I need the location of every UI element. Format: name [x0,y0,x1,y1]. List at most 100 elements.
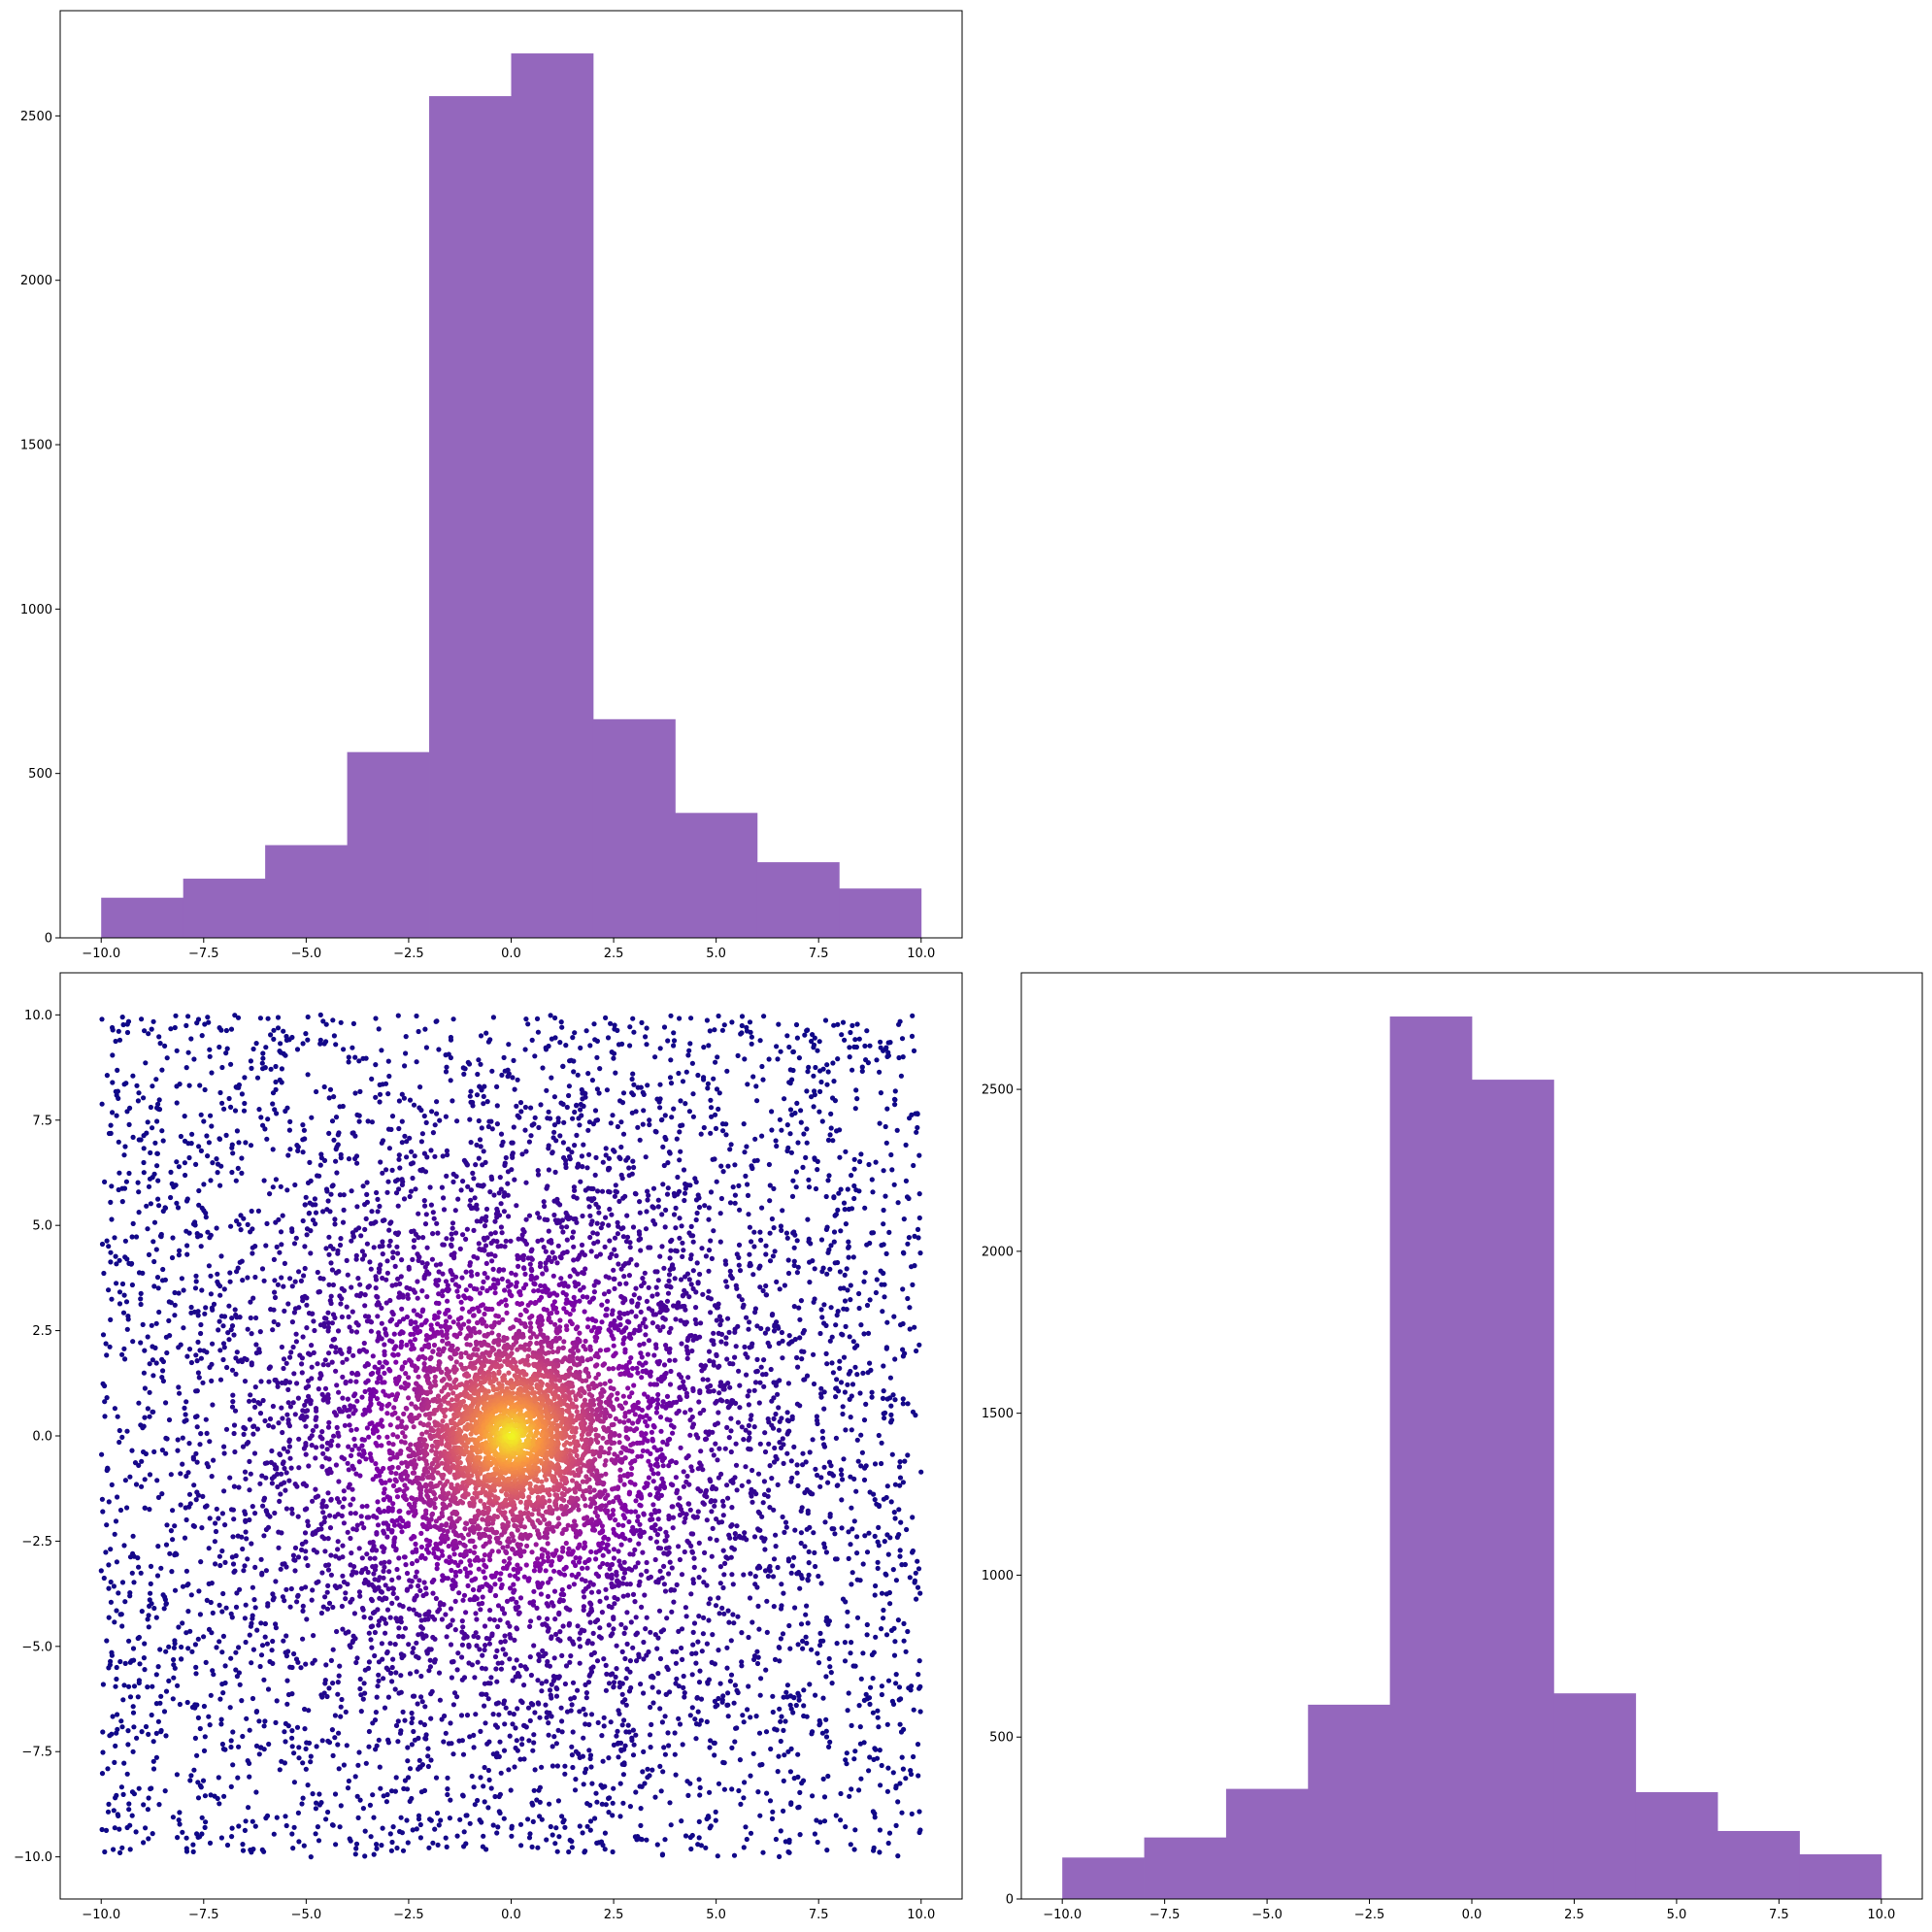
scatter-point [897,1721,903,1727]
scatter-point [842,1272,848,1278]
scatter-point [768,1366,774,1373]
scatter-point [689,1060,696,1066]
scatter-point [630,1092,637,1098]
scatter-point [411,1245,416,1250]
scatter-point [650,1767,655,1773]
scatter-point [327,1086,334,1092]
scatter-point [546,1109,551,1115]
scatter-point [526,1738,532,1744]
scatter-point [485,1039,491,1045]
scatter-point [192,1735,198,1741]
scatter-point [693,1320,699,1326]
scatter-point [114,1792,119,1798]
scatter-point [843,1323,849,1329]
scatter-point [234,1218,240,1224]
scatter-point [581,1782,586,1787]
scatter-point [611,1683,616,1689]
scatter-point [362,1202,368,1208]
scatter-point [778,1828,783,1834]
scatter-point [492,1653,499,1660]
scatter-point [110,1027,116,1033]
scatter-point [888,1419,894,1425]
scatter-point [794,1401,801,1407]
scatter-point [108,1599,114,1605]
scatter-point [618,1266,624,1272]
scatter-point [551,1734,557,1740]
scatter-point [475,1659,481,1665]
scatter-point [811,1104,816,1110]
scatter-point [304,1408,311,1414]
scatter-point [620,1772,627,1778]
scatter-point [653,1284,659,1290]
scatter-point [706,1043,712,1049]
scatter-point [881,1496,887,1502]
scatter-point [813,1692,818,1698]
scatter-point [510,1721,516,1727]
scatter-point [448,1642,454,1648]
scatter-point [402,1063,408,1069]
scatter-point [266,1741,272,1748]
scatter-point [329,1183,335,1189]
scatter-point [700,1631,707,1637]
scatter-point [454,1667,460,1673]
scatter-point [168,1300,174,1306]
scatter-point [185,1582,191,1587]
scatter-point [850,1663,856,1669]
scatter-point [248,1392,253,1398]
scatter-point [727,1200,734,1206]
scatter-point [514,1738,519,1744]
scatter-point [597,1066,603,1072]
scatter-point [652,1054,658,1060]
scatter-point [885,1551,891,1557]
scatter-point [775,1769,781,1775]
scatter-point [154,1150,160,1156]
scatter-point [130,1704,136,1710]
scatter-point [134,1735,140,1741]
scatter-point [559,1652,565,1658]
scatter-point [786,1622,792,1629]
scatter-point [688,1233,694,1239]
scatter-point [404,1817,410,1823]
scatter-point [849,1022,855,1028]
scatter-point [485,1805,491,1811]
scatter-point [579,1242,585,1248]
scatter-point [635,1084,641,1090]
scatter-point [449,1741,454,1747]
scatter-point [287,1147,293,1152]
scatter-point [376,1269,383,1275]
scatter-point [566,1083,573,1089]
scatter-point [239,1258,245,1264]
scatter-point [527,1831,533,1837]
scatter-point [141,1370,147,1376]
scatter-point [883,1193,888,1199]
scatter-point [418,1631,424,1637]
scatter-point [897,1475,904,1481]
scatter-point [908,1771,915,1778]
scatter-point [912,1324,917,1330]
scatter-point [806,1560,812,1566]
scatter-point [459,1629,465,1635]
scatter-point [243,1517,249,1523]
scatter-point [304,1506,310,1512]
scatter-point [487,1189,493,1195]
scatter-point [709,1338,715,1344]
scatter-point [909,1264,915,1270]
scatter-point [104,1395,110,1401]
scatter-point [402,1133,408,1139]
scatter-point [299,1547,305,1552]
scatter-point [177,1082,183,1087]
scatter-point [559,1729,565,1735]
scatter-point [525,1816,531,1822]
scatter-point [770,1253,777,1259]
scatter-point [236,1084,242,1090]
scatter-point [566,1620,573,1626]
scatter-point [745,1082,750,1087]
scatter-point [779,1714,784,1719]
scatter-point [870,1676,876,1682]
scatter-point [388,1788,395,1794]
scatter-point [483,1635,489,1642]
scatter-point [686,1294,692,1300]
scatter-point [585,1680,592,1685]
scatter-point [615,1027,620,1033]
scatter-point [305,1562,311,1569]
